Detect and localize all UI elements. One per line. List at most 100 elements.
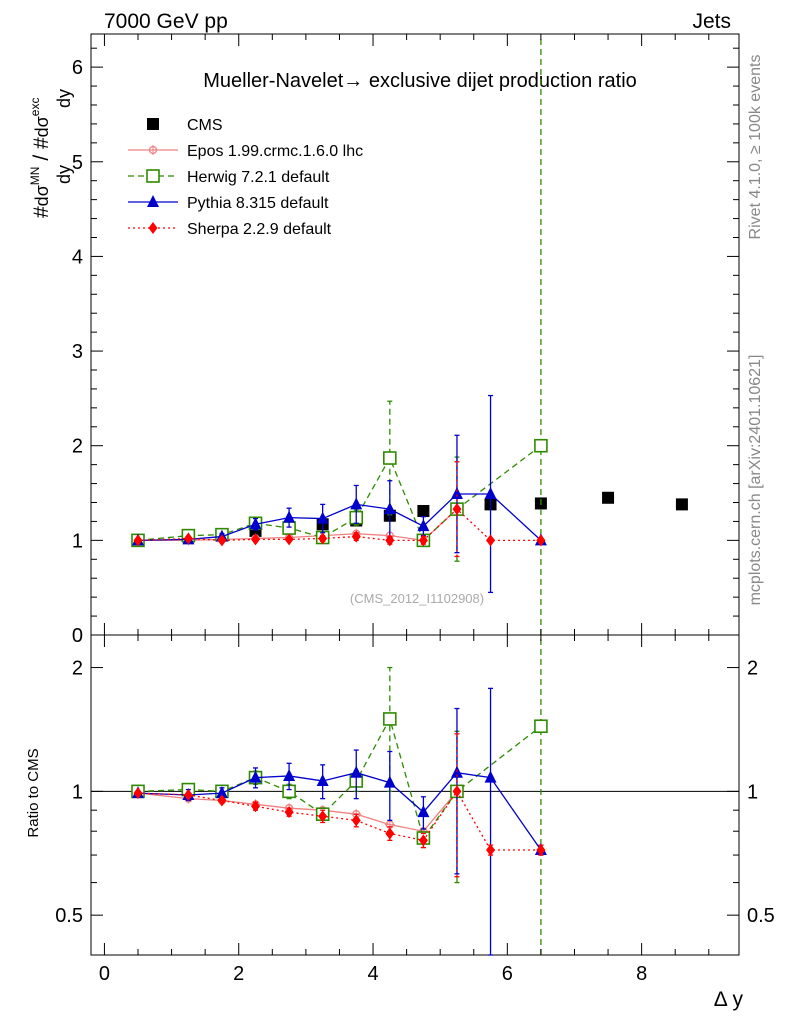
main-point-herwig [534, 438, 548, 453]
legend: CMS Epos 1.99.crmc.1.6.0 lhc Herwig 7.2.1 … [128, 117, 363, 238]
main-line-herwig [137, 445, 542, 542]
main-point-sherpa [385, 534, 395, 547]
ratio-series-sherpa [133, 733, 546, 878]
main-point-pythia [249, 517, 262, 530]
main-point-cms [602, 491, 615, 504]
ratio-point-sherpa [351, 814, 361, 827]
x-tick-label: 4 [367, 963, 378, 985]
ratio-point-herwig [534, 719, 548, 734]
main-series-sherpa [133, 461, 546, 558]
header-left: 7000 GeV pp [104, 10, 228, 33]
ratio-point-sherpa [133, 787, 143, 800]
svg-text:dy: dy [54, 89, 74, 108]
main-point-sherpa [351, 530, 361, 543]
y-tick-label: 4 [72, 246, 83, 268]
ratio-point-pythia [350, 765, 363, 778]
ratio-axis-label: Ratio to CMS [25, 748, 42, 837]
x-tick-label: 8 [636, 963, 647, 985]
x-tick-label: 6 [502, 963, 513, 985]
ratio-point-sherpa [183, 788, 193, 801]
main-point-cms [417, 505, 430, 518]
legend-label-pythia: Pythia 8.315 default [187, 195, 329, 212]
main-point-sherpa [183, 532, 193, 545]
y-tick-label: 6 [72, 57, 83, 79]
y-axis-label: #dσMN / #dσexc dy dy [28, 89, 74, 218]
ratio-point-herwig [383, 712, 397, 726]
ratio-y-tick-label-right: 1 [747, 781, 758, 803]
ratio-line-pythia [137, 772, 542, 851]
main-point-pythia [484, 486, 497, 499]
main-point-sherpa [452, 503, 462, 516]
side-text-rivet: Rivet 4.1.0, ≥ 100k events [747, 55, 764, 240]
main-point-sherpa [318, 532, 328, 545]
ratio-point-sherpa [251, 800, 261, 813]
y-tick-label: 1 [72, 530, 83, 552]
main-point-sherpa [251, 533, 261, 546]
main-line-pythia [137, 493, 542, 542]
main-point-sherpa [418, 534, 428, 547]
lower-series-group [131, 635, 548, 956]
ratio-point-pythia [316, 773, 329, 786]
ratio-point-sherpa [284, 806, 294, 819]
legend-label-cms: CMS [187, 117, 223, 134]
main-point-pythia [383, 502, 396, 515]
legend-label-epos: Epos 1.99.crmc.1.6.0 lhc [187, 143, 363, 160]
ratio-point-pythia [417, 805, 430, 818]
ratio-y-tick-label-right: 0.5 [747, 905, 775, 927]
main-point-pythia [450, 486, 463, 499]
legend-marker-cms [147, 118, 159, 130]
main-series-pythia [132, 394, 547, 594]
ratio-y-tick-label-right: 2 [747, 658, 758, 680]
y-tick-label: 0 [72, 625, 83, 647]
main-point-pythia [316, 511, 329, 524]
main-point-sherpa [486, 534, 496, 547]
x-axis-label: Δ y [714, 988, 744, 1011]
ratio-line-sherpa [137, 790, 541, 851]
ratio-line-herwig [137, 717, 542, 840]
main-point-pythia [350, 497, 363, 510]
y-tick-label: 3 [72, 341, 83, 363]
ratio-point-sherpa [486, 844, 496, 857]
ratio-point-sherpa [418, 834, 428, 847]
upper-series-group [131, 34, 688, 635]
main-point-sherpa [536, 534, 546, 547]
ratio-point-pythia [249, 770, 262, 783]
y-tick-label: 5 [72, 152, 83, 174]
main-title: Mueller-Navelet→ exclusive dijet product… [203, 70, 637, 92]
ratio-point-sherpa [452, 785, 462, 798]
x-axis-ticks: 0 2 4 6 8 [99, 34, 710, 985]
svg-text:#dσMN / #dσexc: #dσMN / #dσexc [28, 98, 53, 218]
header-right: Jets [692, 10, 731, 33]
ratio-point-pythia [283, 768, 296, 781]
main-line-sherpa [137, 508, 541, 542]
upper-axis-ticks: 0 1 2 3 4 5 6 [72, 47, 739, 647]
ratio-point-pythia [215, 786, 228, 799]
main-point-sherpa [284, 533, 294, 546]
x-tick-label: 0 [99, 963, 110, 985]
main-point-pythia [283, 510, 296, 523]
watermark: (CMS_2012_I1102908) [350, 591, 484, 606]
main-point-pythia [417, 519, 430, 532]
ratio-point-sherpa [385, 827, 395, 840]
svg-text:dy: dy [54, 165, 74, 184]
legend-label-sherpa: Sherpa 2.2.9 default [187, 221, 332, 238]
legend-marker-herwig [146, 169, 160, 183]
ratio-point-sherpa [318, 810, 328, 823]
legend-marker-sherpa [148, 222, 158, 234]
ratio-y-tick-label: 1 [72, 781, 83, 803]
ratio-point-pythia [484, 770, 497, 783]
lower-axis-ticks: 0.5 0.5 1 1 2 2 [55, 658, 775, 956]
ratio-series-pythia [132, 687, 547, 956]
legend-marker-pythia [147, 195, 159, 207]
x-tick-label: 2 [233, 963, 244, 985]
ratio-point-pythia [383, 775, 396, 788]
ratio-point-sherpa [217, 794, 227, 807]
main-point-sherpa [133, 534, 143, 547]
ratio-line-epos [137, 790, 458, 832]
ratio-point-sherpa [536, 844, 546, 857]
main-line-epos [138, 508, 458, 542]
y-tick-label: 2 [72, 436, 83, 458]
main-point-cms [675, 498, 688, 511]
legend-label-herwig: Herwig 7.2.1 default [187, 169, 330, 186]
